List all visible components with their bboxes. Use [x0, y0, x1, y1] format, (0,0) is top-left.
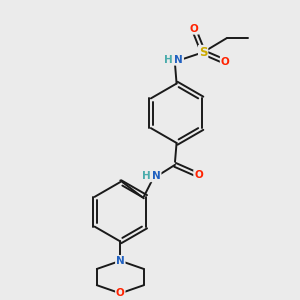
Text: H: H — [142, 171, 151, 182]
Text: N: N — [174, 55, 183, 65]
Text: O: O — [189, 24, 198, 34]
Text: S: S — [199, 46, 207, 59]
Text: N: N — [116, 256, 125, 266]
Text: H: H — [164, 55, 172, 65]
Text: O: O — [116, 288, 125, 298]
Text: O: O — [221, 57, 230, 67]
Text: N: N — [152, 171, 161, 182]
Text: O: O — [194, 170, 203, 180]
